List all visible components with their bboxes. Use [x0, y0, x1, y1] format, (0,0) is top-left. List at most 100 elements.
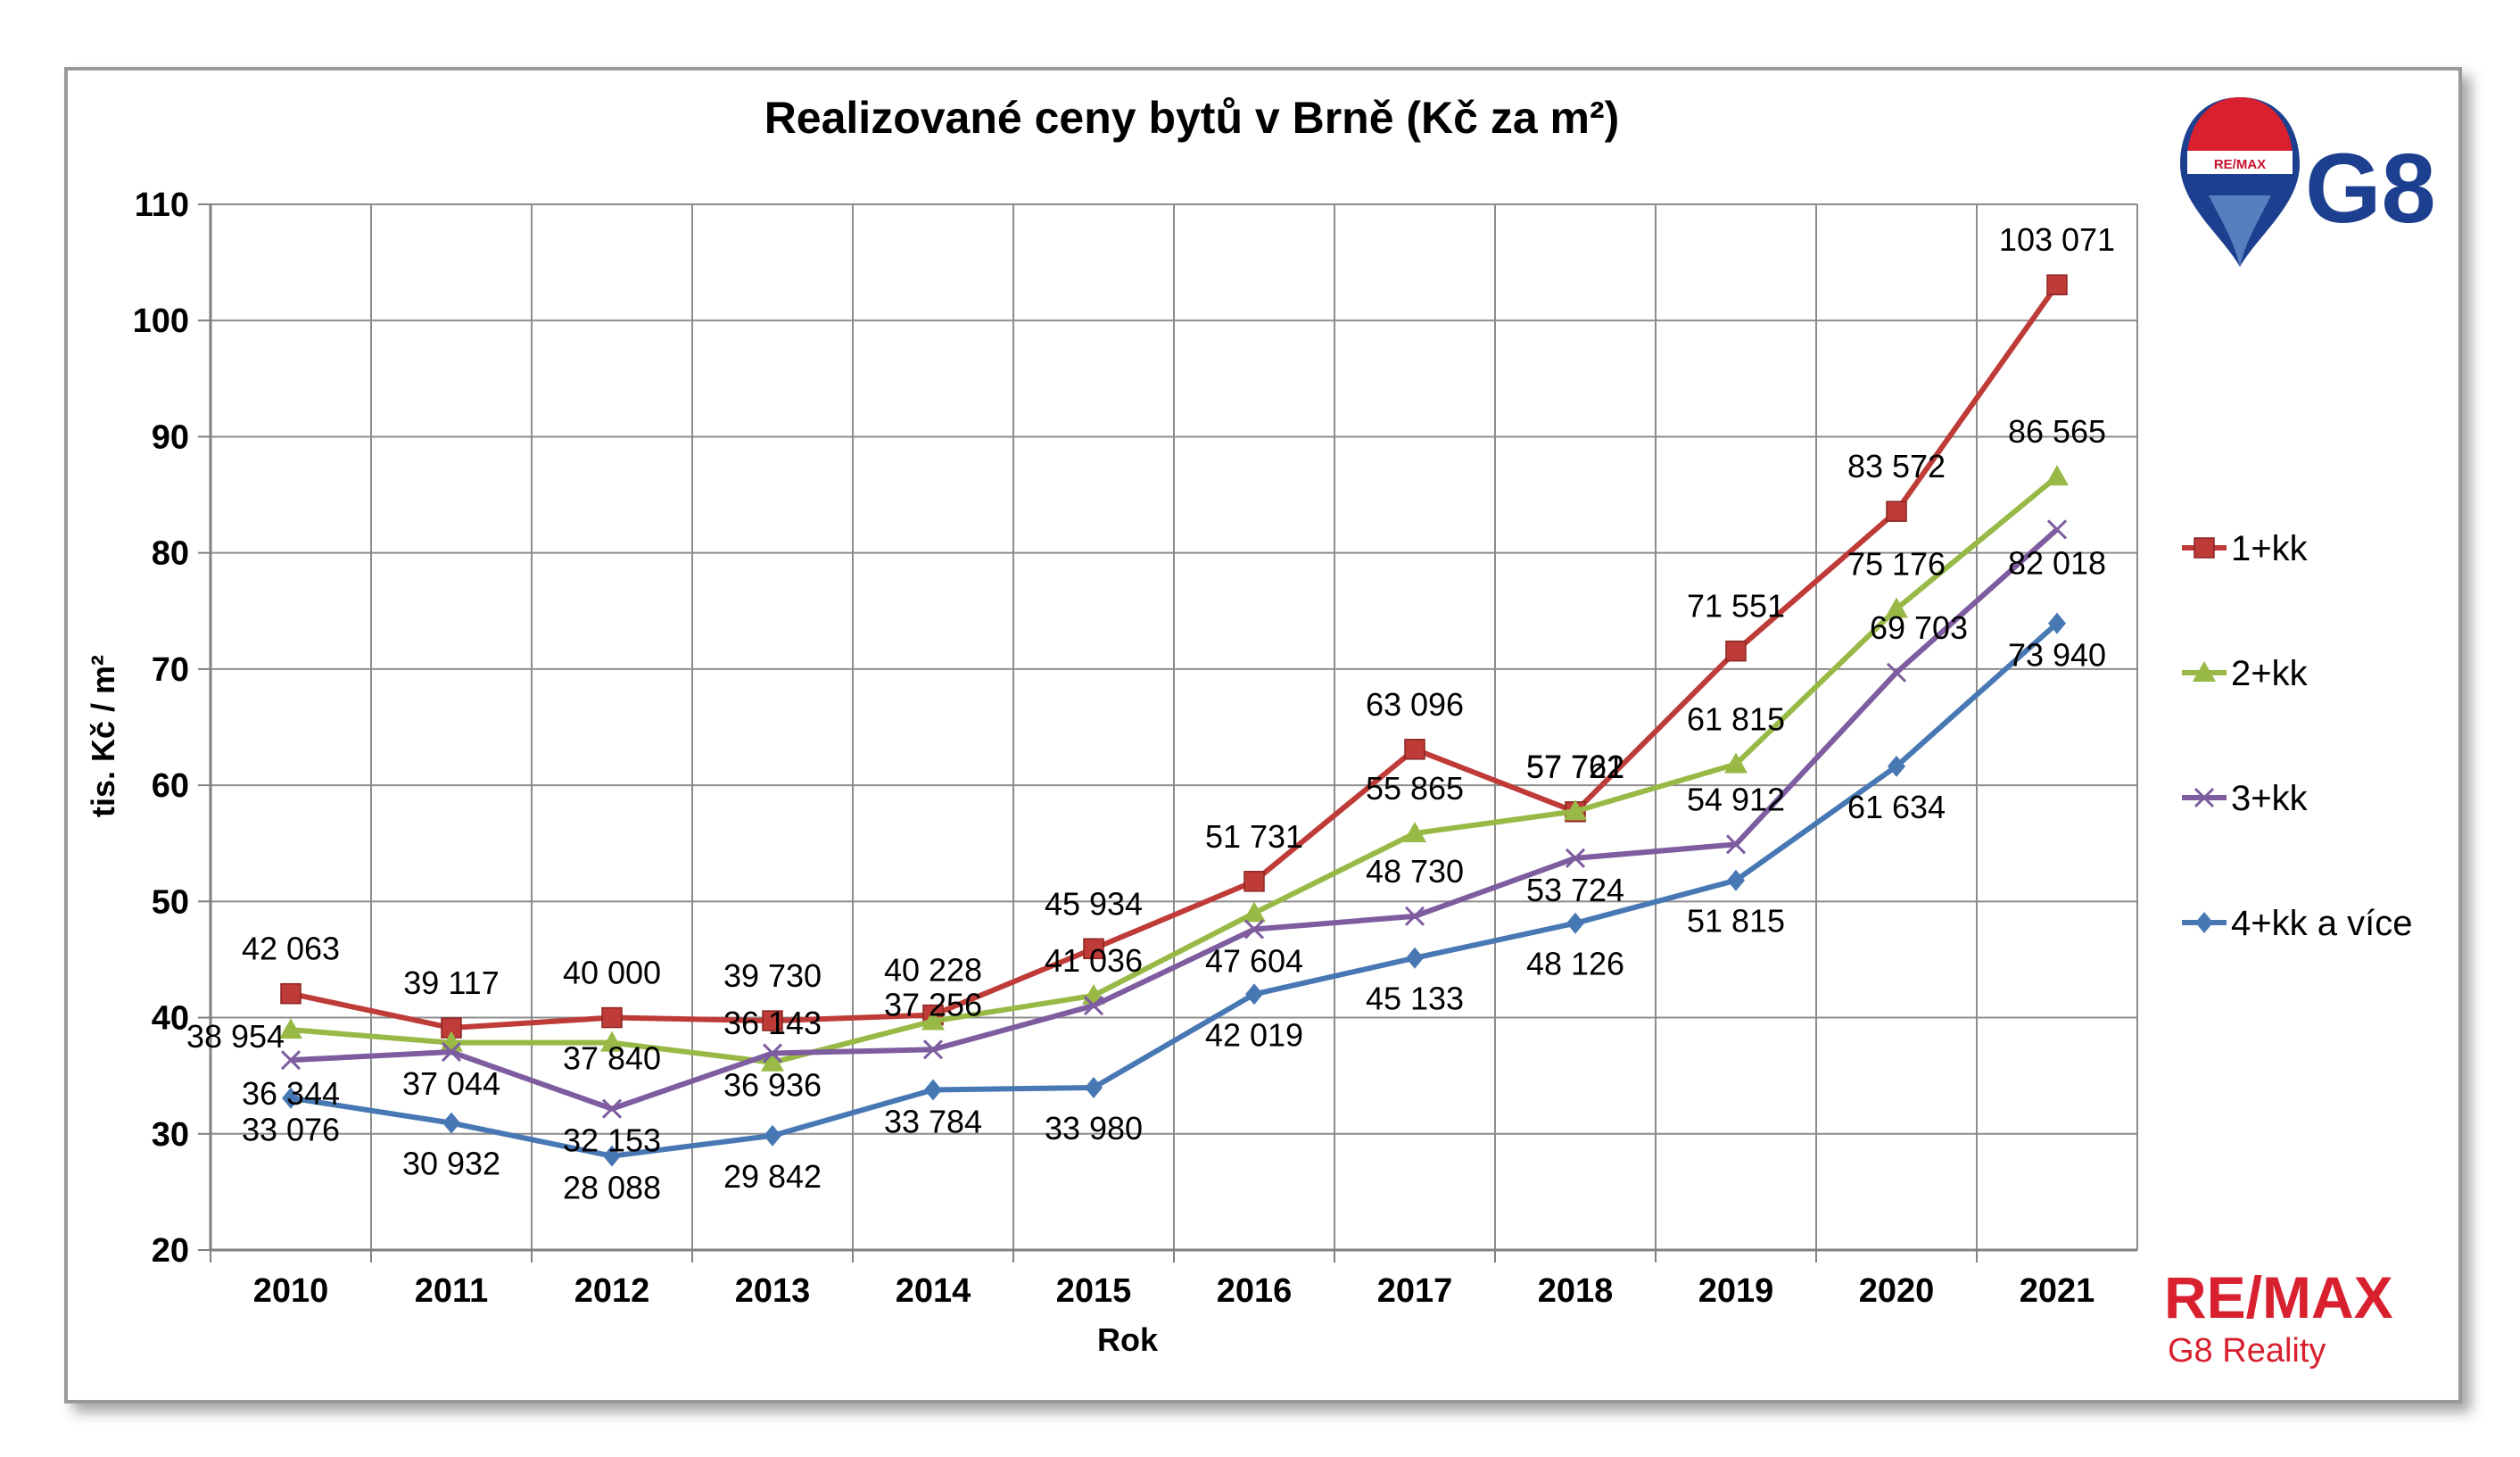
data-point-marker	[2046, 519, 2068, 540]
data-label: 61 634	[1847, 789, 1946, 825]
balloon-label: RE/MAX	[2214, 157, 2266, 172]
data-label: 75 176	[1847, 545, 1946, 582]
x-tick-label: 2019	[1698, 1272, 1774, 1310]
x-marker-stroke	[2046, 519, 2068, 540]
data-label: 69 703	[1870, 609, 1968, 646]
data-label: 40 228	[884, 952, 982, 989]
data-point-marker	[1564, 799, 1587, 821]
data-point-marker	[2046, 274, 2068, 295]
data-label: 61 815	[1687, 700, 1785, 737]
x-marker-stroke	[601, 1098, 623, 1119]
data-point-marker	[1566, 912, 1584, 934]
data-point-marker	[764, 1124, 781, 1147]
data-label: 42 063	[242, 931, 340, 967]
y-tick-label: 80	[152, 535, 189, 573]
data-label: 37 256	[884, 986, 982, 1022]
y-tick-label: 50	[152, 883, 189, 921]
data-label: 33 980	[1045, 1110, 1143, 1147]
data-point-marker	[2048, 612, 2066, 634]
x-marker-stroke	[1886, 662, 1907, 683]
data-point-marker	[922, 1039, 944, 1060]
x-tick-label: 2021	[2020, 1272, 2095, 1310]
x-marker-stroke	[762, 1043, 783, 1064]
data-point-marker	[1406, 947, 1424, 969]
x-marker-stroke	[1565, 848, 1586, 868]
y-tick-label: 60	[152, 767, 189, 805]
data-label: 40 000	[563, 955, 661, 991]
data-point-marker	[1727, 869, 1745, 891]
y-tick-label: 90	[152, 418, 189, 456]
g8-logo-text: G8	[2305, 134, 2436, 244]
y-tick-label: 100	[133, 302, 189, 340]
legend-item-1: 1+kk	[2182, 529, 2309, 568]
x-tick-label: 2016	[1217, 1272, 1293, 1310]
x-marker-stroke	[1083, 996, 1104, 1016]
data-point-marker	[1404, 906, 1425, 926]
series-line-2	[290, 474, 2059, 1065]
data-label: 53 724	[1526, 872, 1624, 908]
data-label: 45 934	[1045, 885, 1143, 922]
balloon-icon: RE/MAX	[2180, 97, 2300, 267]
remax-subtitle: G8 Reality	[2168, 1332, 2326, 1370]
x-marker-stroke	[280, 1050, 302, 1071]
data-point-marker	[1403, 821, 1426, 842]
data-label: 55 865	[1366, 770, 1464, 807]
data-label: 37 044	[402, 1065, 500, 1102]
data-point-marker	[603, 1145, 621, 1167]
data-point-marker	[282, 1087, 300, 1109]
data-label: 48 126	[1526, 946, 1624, 982]
y-tick-labels: 20 30 40 50 60 70 80 90 100 110	[133, 186, 189, 1270]
gridlines	[211, 203, 2138, 1250]
data-point-marker	[1404, 739, 1425, 760]
legend-swatch-marker	[2195, 912, 2213, 933]
data-point-marker	[1886, 501, 1907, 522]
data-point-marker	[1725, 640, 1747, 662]
legend-label: 4+kk a více	[2231, 904, 2412, 943]
data-label: 63 096	[1366, 686, 1464, 723]
data-point-marker	[762, 1043, 783, 1064]
x-tick-label: 2011	[415, 1272, 488, 1310]
y-tick-label: 20	[152, 1232, 189, 1270]
data-label: 36 143	[723, 1005, 822, 1041]
x-marker-stroke	[2194, 787, 2215, 808]
legend: 1+kk 2+kk 3+kk 4+kk a více	[2182, 529, 2412, 943]
data-point-marker	[1083, 996, 1104, 1016]
data-label: 86 565	[2008, 413, 2106, 450]
data-point-marker	[1725, 834, 1747, 855]
data-label: 28 088	[563, 1170, 661, 1206]
data-point-marker	[280, 982, 302, 1005]
x-tick-label: 2013	[735, 1272, 811, 1310]
data-label: 30 932	[402, 1146, 500, 1182]
data-point-marker	[600, 1031, 624, 1052]
data-label: 37 840	[563, 1040, 661, 1077]
x-marker-stroke	[441, 1041, 462, 1063]
data-point-marker	[441, 1041, 462, 1063]
data-point-marker	[1724, 752, 1747, 774]
x-marker-stroke	[1725, 834, 1747, 855]
x-marker-stroke	[922, 1039, 944, 1060]
y-tick-label: 110	[135, 186, 189, 224]
data-label: 48 730	[1366, 853, 1464, 890]
legend-label: 1+kk	[2231, 529, 2309, 568]
x-tick-label: 2018	[1538, 1272, 1614, 1310]
remax-wordmark-text: RE/MAX	[2164, 1264, 2393, 1330]
data-label: 41 036	[1045, 942, 1143, 979]
legend-swatch-marker	[2194, 537, 2215, 559]
data-point-marker	[921, 1009, 945, 1031]
chart-frame: Realizované ceny bytů v Brně (Kč za m²) …	[64, 67, 2462, 1403]
data-point-marker	[1885, 597, 1908, 618]
data-label: 39 730	[723, 957, 822, 994]
x-marker-stroke	[1243, 919, 1265, 940]
data-point-marker	[2045, 465, 2069, 486]
x-tick-label: 2017	[1377, 1272, 1453, 1310]
y-tick-label: 70	[152, 651, 189, 689]
data-point-marker	[279, 1018, 302, 1039]
data-label: 57 722	[1526, 749, 1624, 785]
data-point-marker	[1243, 871, 1265, 892]
data-point-marker	[924, 1079, 942, 1101]
y-axis-title: tis. Kč / m²	[85, 655, 121, 817]
data-label: 36 344	[242, 1075, 340, 1112]
data-label: 82 018	[2008, 544, 2106, 581]
data-label: 103 071	[1999, 221, 2115, 258]
data-label: 83 572	[1847, 448, 1946, 484]
